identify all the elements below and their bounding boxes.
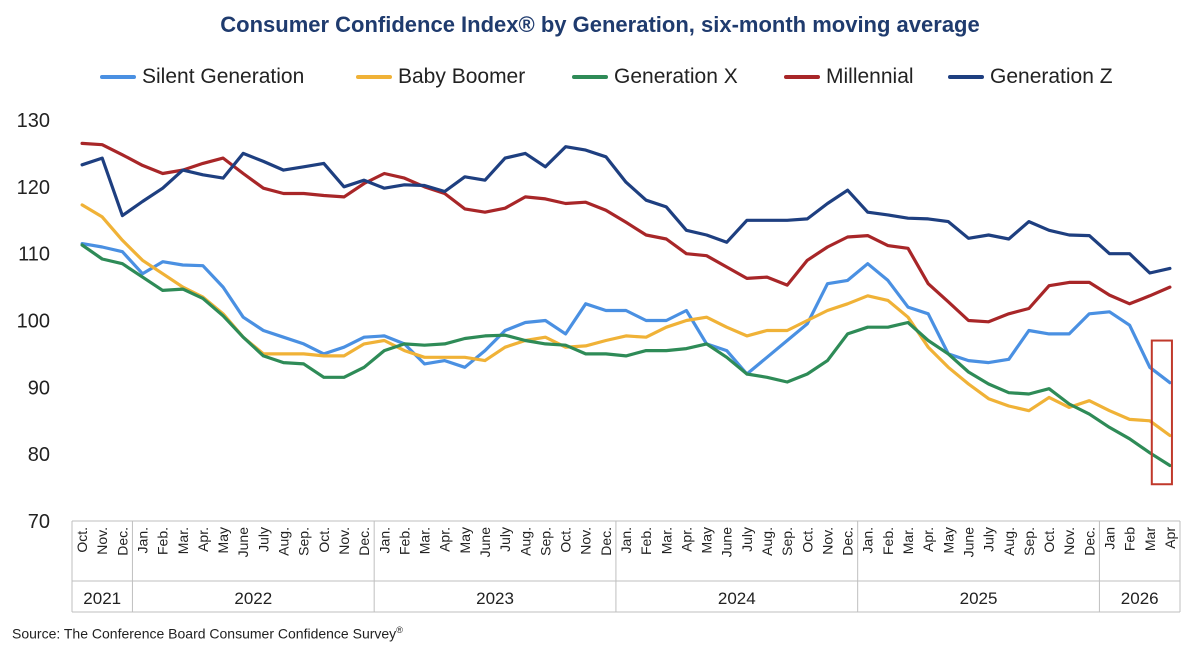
x-tick-label: Aug.	[517, 527, 533, 556]
y-tick-label: 80	[28, 444, 50, 466]
year-label: 2021	[83, 589, 121, 608]
legend-swatch	[948, 75, 984, 79]
legend-swatch	[100, 75, 136, 79]
x-tick-label: Jan.	[618, 527, 634, 553]
legend-item: Baby Boomer	[356, 62, 525, 92]
x-tick-label: Feb.	[155, 527, 171, 555]
x-tick-label: June	[960, 527, 976, 558]
year-label: 2025	[960, 589, 998, 608]
x-tick-label: Oct.	[558, 527, 574, 553]
x-tick-label: Dec.	[356, 527, 372, 556]
source-registered-mark: ®	[396, 625, 403, 635]
series-line-silent-generation	[80, 242, 1172, 385]
x-tick-label: Aug.	[1001, 527, 1017, 556]
x-tick-label: Feb.	[638, 527, 654, 555]
legend-label: Generation X	[614, 65, 738, 88]
x-tick-label: Sep.	[1021, 527, 1037, 556]
x-tick-label: Aug.	[276, 527, 292, 556]
legend-swatch	[572, 75, 608, 79]
x-tick-label: Sep.	[296, 527, 312, 556]
x-tick-label: Mar	[1142, 527, 1158, 551]
x-tick-label: July	[497, 527, 513, 552]
y-tick-label: 130	[17, 110, 50, 132]
x-tick-label: Apr	[1162, 527, 1178, 549]
x-tick-label: May	[215, 527, 231, 553]
legend-swatch	[784, 75, 820, 79]
x-tick-label: Aug.	[759, 527, 775, 556]
x-tick-label: Mar.	[658, 527, 674, 554]
year-label: 2023	[476, 589, 514, 608]
x-tick-label: Jan	[1101, 527, 1117, 550]
x-tick-label: Dec.	[598, 527, 614, 556]
x-tick-label: July	[981, 527, 997, 552]
x-tick-label: Mar.	[175, 527, 191, 554]
series-line-generation-z	[80, 145, 1172, 275]
source-note: Source: The Conference Board Consumer Co…	[12, 625, 403, 642]
x-tick-label: Jan.	[135, 527, 151, 553]
x-tick-label: Nov.	[1061, 527, 1077, 555]
x-tick-label: Mar.	[900, 527, 916, 554]
x-tick-label: Dec.	[840, 527, 856, 556]
chart-title: Consumer Confidence Index® by Generation…	[220, 12, 980, 37]
highlight-box	[1150, 339, 1173, 486]
x-tick-label: Oct.	[799, 527, 815, 553]
x-tick-label: Apr.	[437, 527, 453, 552]
x-tick-label: Nov.	[94, 527, 110, 555]
x-tick-label: Feb.	[396, 527, 412, 555]
year-label: 2026	[1121, 589, 1159, 608]
x-tick-label: Nov.	[578, 527, 594, 555]
legend-item: Silent Generation	[100, 62, 304, 92]
x-tick-label: June	[719, 527, 735, 558]
year-label: 2024	[718, 589, 756, 608]
y-tick-label: 90	[28, 377, 50, 399]
y-tick-label: 70	[28, 511, 50, 533]
x-tick-label: Oct.	[74, 527, 90, 553]
legend-label: Millennial	[826, 65, 914, 88]
legend-label: Silent Generation	[142, 65, 305, 88]
x-tick-label: Nov.	[819, 527, 835, 555]
x-tick-label: May	[940, 527, 956, 553]
x-tick-label: Feb	[1122, 527, 1138, 551]
x-tick-label: Oct.	[316, 527, 332, 553]
y-tick-label: 120	[17, 177, 50, 199]
legend-label: Generation Z	[990, 65, 1113, 88]
series-line-generation-x	[80, 243, 1172, 468]
x-tick-label: May	[457, 527, 473, 553]
x-tick-label: Jan.	[376, 527, 392, 553]
x-tick-label: July	[739, 527, 755, 552]
x-tick-label: Jan.	[860, 527, 876, 553]
x-tick-label: Dec.	[1081, 527, 1097, 556]
year-label: 2022	[234, 589, 272, 608]
x-tick-label: Nov.	[336, 527, 352, 555]
x-tick-label: July	[255, 527, 271, 552]
x-tick-label: May	[699, 527, 715, 553]
legend: Silent Generation Baby Boomer Generation X…	[0, 62, 1200, 92]
legend-label: Baby Boomer	[398, 65, 526, 88]
x-tick-label: Apr.	[678, 527, 694, 552]
x-tick-label: Dec.	[114, 527, 130, 556]
legend-item: Generation X	[572, 62, 738, 92]
x-tick-label: Apr.	[195, 527, 211, 552]
x-tick-label: Sep.	[537, 527, 553, 556]
series-line-millennial	[80, 141, 1172, 324]
x-tick-label: Mar.	[417, 527, 433, 554]
x-tick-label: Sep.	[779, 527, 795, 556]
y-tick-label: 100	[17, 311, 50, 333]
x-tick-label: Feb.	[880, 527, 896, 555]
source-text: Source: The Conference Board Consumer Co…	[12, 625, 397, 642]
x-tick-label: June	[235, 527, 251, 558]
y-tick-label: 110	[18, 244, 50, 266]
x-tick-label: Oct.	[1041, 527, 1057, 553]
legend-swatch	[356, 75, 392, 79]
legend-item: Generation Z	[948, 62, 1113, 92]
x-tick-label: June	[477, 527, 493, 558]
legend-item: Millennial	[784, 62, 914, 92]
x-tick-label: Apr.	[920, 527, 936, 552]
